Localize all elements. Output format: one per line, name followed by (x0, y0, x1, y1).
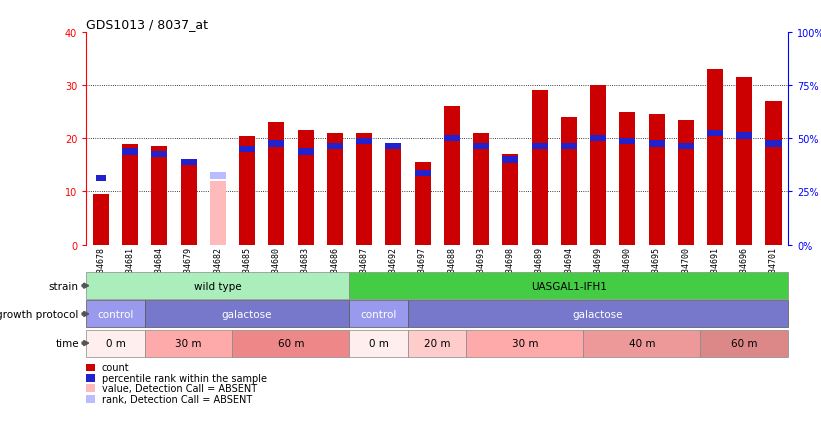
Bar (268, 141, 284, 148)
Bar (736, 133, 752, 139)
Bar (151, 151, 167, 158)
Text: time: time (55, 339, 79, 348)
Bar (765, 102, 782, 245)
Bar (268, 123, 284, 245)
Bar (297, 149, 314, 155)
Bar (444, 136, 460, 142)
Text: UASGAL1-IFH1: UASGAL1-IFH1 (531, 281, 607, 291)
Text: rank, Detection Call = ABSENT: rank, Detection Call = ABSENT (102, 394, 252, 404)
Bar (415, 170, 430, 177)
Bar (678, 144, 694, 150)
Bar (473, 144, 489, 150)
Bar (502, 155, 518, 245)
Bar (356, 138, 372, 145)
Bar (210, 173, 226, 179)
Text: control: control (97, 309, 134, 319)
Bar (473, 134, 489, 245)
Bar (531, 144, 548, 150)
Bar (297, 131, 314, 245)
Bar (122, 144, 138, 245)
Bar (122, 149, 138, 155)
Bar (619, 112, 635, 245)
Bar (356, 134, 372, 245)
Bar (327, 144, 343, 150)
Bar (502, 157, 518, 163)
Bar (415, 163, 430, 245)
Text: 60 m: 60 m (731, 339, 758, 348)
Bar (239, 146, 255, 153)
Text: 0 m: 0 m (106, 339, 126, 348)
Text: 60 m: 60 m (277, 339, 305, 348)
Text: 30 m: 30 m (511, 339, 539, 348)
Bar (736, 78, 752, 245)
Text: value, Detection Call = ABSENT: value, Detection Call = ABSENT (102, 384, 257, 393)
Bar (561, 144, 577, 150)
Text: control: control (360, 309, 397, 319)
Bar (765, 141, 782, 148)
Text: 0 m: 0 m (369, 339, 388, 348)
Bar (649, 115, 664, 245)
Bar (385, 144, 401, 245)
Bar (561, 118, 577, 245)
Text: 40 m: 40 m (629, 339, 655, 348)
Text: GDS1013 / 8037_at: GDS1013 / 8037_at (86, 18, 209, 31)
Text: galactose: galactose (222, 309, 273, 319)
Bar (619, 138, 635, 145)
Text: galactose: galactose (573, 309, 623, 319)
Bar (707, 70, 723, 245)
Bar (210, 181, 226, 245)
Bar (181, 160, 196, 166)
Text: percentile rank within the sample: percentile rank within the sample (102, 373, 267, 383)
Bar (590, 85, 606, 245)
Bar (707, 130, 723, 137)
Bar (151, 147, 167, 245)
Bar (93, 195, 109, 245)
Bar (531, 91, 548, 245)
Bar (590, 136, 606, 142)
Bar (385, 144, 401, 150)
Text: growth protocol: growth protocol (0, 309, 79, 319)
Text: wild type: wild type (194, 281, 241, 291)
Bar (327, 134, 343, 245)
Bar (678, 120, 694, 245)
Text: count: count (102, 363, 130, 372)
Bar (181, 160, 196, 245)
Text: 30 m: 30 m (176, 339, 202, 348)
Bar (239, 136, 255, 245)
Bar (96, 176, 106, 182)
Bar (649, 141, 664, 148)
Text: strain: strain (48, 281, 79, 291)
Bar (444, 107, 460, 245)
Text: 20 m: 20 m (424, 339, 451, 348)
